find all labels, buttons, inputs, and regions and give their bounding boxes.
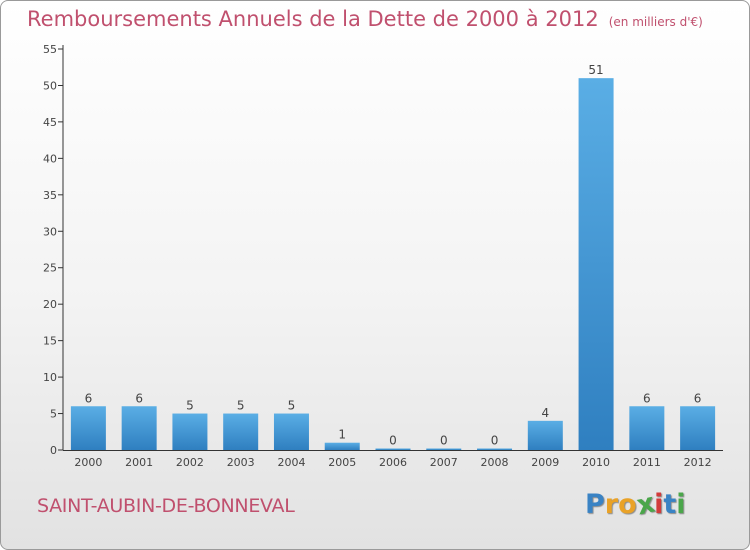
bar-2000 [70,406,106,450]
logo-letter-1: r [604,489,619,520]
bar-2002 [172,413,208,450]
y-tick-label-5: 5 [50,408,57,421]
x-tick-label-2004: 2004 [277,456,305,469]
data-label-2011: 6 [643,391,651,405]
bar-2008 [477,448,513,450]
bar-2012 [680,406,716,450]
x-tick-label-2009: 2009 [531,456,559,469]
x-tick-label-2010: 2010 [582,456,610,469]
bar-2005 [324,442,360,450]
bar-2009 [527,420,563,450]
bar-2011 [629,406,665,450]
chart-subtitle: (en milliers d'€) [608,15,703,29]
x-tick-label-2001: 2001 [125,456,153,469]
bar-2007 [426,448,462,450]
logo-letter-0: P [585,489,605,520]
y-tick-label-10: 10 [43,371,57,384]
data-label-2006: 0 [389,434,397,448]
logo-letter-4: i [654,489,664,520]
location-name: SAINT-AUBIN-DE-BONNEVAL [37,495,295,517]
y-tick-label-40: 40 [43,152,57,165]
x-tick-label-2005: 2005 [328,456,356,469]
y-tick-label-30: 30 [43,225,57,238]
proxiti-logo: Proxiti [585,488,686,522]
x-tick-label-2012: 2012 [684,456,712,469]
data-label-2004: 5 [288,399,296,413]
chart-title: Remboursements Annuels de la Dette de 20… [27,7,703,31]
x-tick-label-2007: 2007 [430,456,458,469]
y-tick-label-15: 15 [43,335,57,348]
bar-2003 [223,413,259,450]
data-label-2010: 51 [588,63,603,77]
bar-2010 [578,78,614,450]
y-tick-label-55: 55 [43,43,57,56]
bar-2001 [121,406,157,450]
logo-letter-6: i [676,489,686,520]
bar-2006 [375,448,411,450]
data-label-2012: 6 [694,391,702,405]
y-tick-label-20: 20 [43,298,57,311]
y-tick-label-35: 35 [43,189,57,202]
y-tick-label-25: 25 [43,262,57,275]
x-tick-label-2008: 2008 [481,456,509,469]
y-tick-label-45: 45 [43,116,57,129]
data-label-2003: 5 [237,399,245,413]
data-label-2009: 4 [541,406,549,420]
data-label-2007: 0 [440,434,448,448]
bar-2004 [273,413,309,450]
data-label-2008: 0 [491,434,499,448]
x-tick-label-2006: 2006 [379,456,407,469]
data-label-2001: 6 [135,391,143,405]
x-tick-label-2003: 2003 [227,456,255,469]
data-label-2005: 1 [338,428,346,442]
logo-letter-2: o [618,489,637,520]
y-tick-label-50: 50 [43,79,57,92]
data-label-2002: 5 [186,399,194,413]
x-tick-label-2011: 2011 [633,456,661,469]
logo-letter-5: t [663,489,677,520]
y-tick-label-0: 0 [50,444,57,457]
axes-group: 2000 2001 2002 2003 2004 2005 2006 2007 2008 2009… [43,43,723,469]
x-tick-label-2002: 2002 [176,456,204,469]
x-tick-label-2000: 2000 [74,456,102,469]
data-label-2000: 6 [85,391,93,405]
chart-title-text: Remboursements Annuels de la Dette de 20… [27,7,599,31]
